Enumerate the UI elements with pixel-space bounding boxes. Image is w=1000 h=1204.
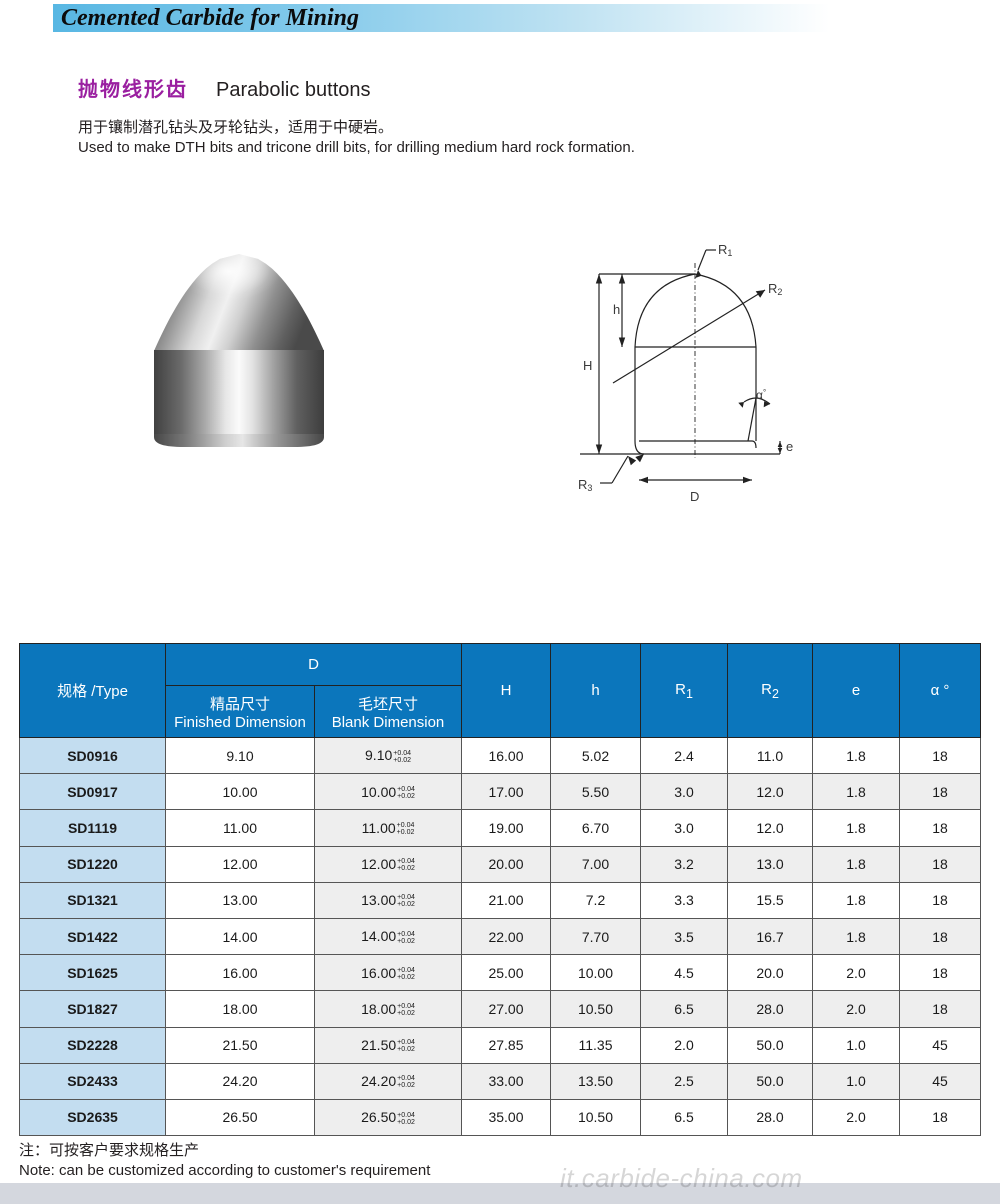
svg-text:R2: R2 xyxy=(768,281,782,297)
svg-text:e: e xyxy=(786,439,793,454)
svg-text:H: H xyxy=(583,358,592,373)
svg-text:R1: R1 xyxy=(718,242,732,258)
svg-text:h: h xyxy=(613,302,620,317)
svg-text:D: D xyxy=(690,489,699,504)
svg-text:R3: R3 xyxy=(578,477,592,493)
